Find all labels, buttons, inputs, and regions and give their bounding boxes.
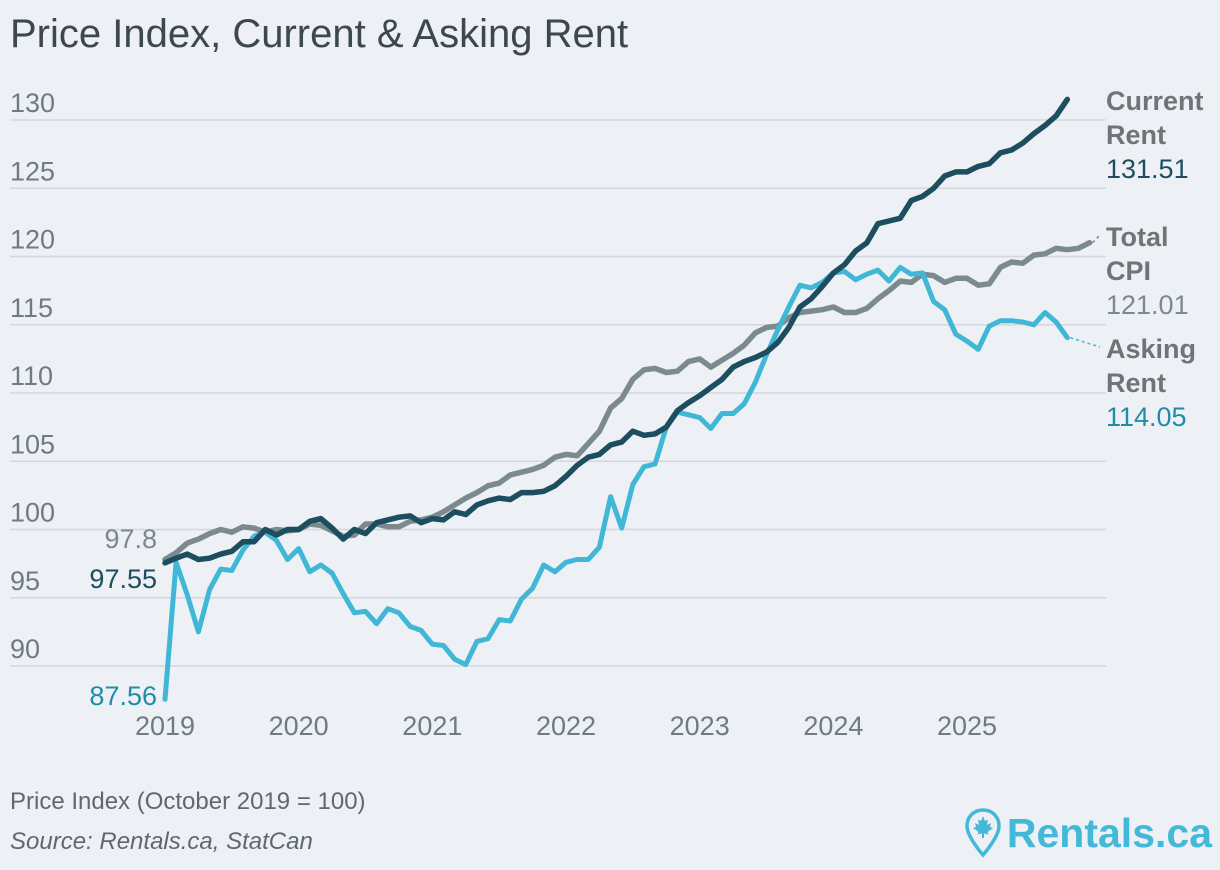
leader-line-total-cpi	[1092, 234, 1101, 244]
y-tick-label: 95	[10, 566, 40, 596]
y-tick-label: 100	[10, 498, 55, 528]
end-label-asking-rent-line1: Asking	[1106, 334, 1196, 364]
start-label-total-cpi: 97.8	[104, 524, 157, 554]
chart-title: Price Index, Current & Asking Rent	[10, 12, 629, 56]
end-label-current-rent-line2: Rent	[1106, 120, 1166, 150]
series-line-current-rent	[162, 96, 1071, 566]
index-footnote: Price Index (October 2019 = 100)	[10, 788, 366, 815]
gridlines	[10, 119, 1106, 667]
y-tick-label: 115	[10, 293, 53, 323]
end-value-asking-rent: 114.05	[1106, 402, 1187, 432]
start-label-current-rent: 97.55	[89, 564, 157, 594]
y-tick-label: 90	[10, 634, 40, 664]
y-tick-label: 130	[10, 88, 55, 118]
x-tick-label: 2019	[135, 711, 195, 741]
brand-name: Rentals.ca	[1006, 809, 1212, 856]
end-label-total-cpi-line1: Total	[1106, 222, 1169, 252]
start-label-asking-rent: 87.56	[89, 681, 157, 711]
y-tick-label: 110	[10, 361, 53, 391]
brand-logo: Rentals.ca	[965, 808, 1212, 858]
end-label-current-rent-line1: Current	[1106, 86, 1204, 116]
x-tick-label: 2022	[536, 711, 596, 741]
x-axis-ticks: 2019 2020 2021 2022 2023 2024 2025	[135, 711, 997, 741]
end-label-total-cpi-line2: CPI	[1106, 256, 1151, 286]
end-label-asking-rent-line2: Rent	[1106, 368, 1166, 398]
map-pin-maple-leaf-icon	[965, 808, 1001, 858]
end-value-current-rent: 131.51	[1106, 154, 1189, 184]
series-labels: 97.8 97.55 87.56 Current Rent 131.51 Tot…	[89, 86, 1203, 711]
source-note: Source: Rentals.ca, StatCan	[10, 828, 313, 855]
y-tick-label: 120	[10, 225, 55, 255]
y-tick-label: 125	[10, 156, 55, 186]
x-tick-label: 2025	[937, 711, 997, 741]
series-lines	[162, 96, 1101, 702]
y-tick-label: 105	[10, 429, 55, 459]
x-tick-label: 2024	[803, 711, 863, 741]
series-line-asking-rent	[162, 264, 1070, 702]
end-value-total-cpi: 121.01	[1106, 290, 1189, 320]
x-tick-label: 2020	[269, 711, 329, 741]
series-line-total-cpi	[162, 239, 1093, 563]
leader-line-asking-rent	[1070, 337, 1101, 348]
y-axis-ticks: 90 95 100 105 110 115 120 125 130	[10, 88, 55, 664]
x-tick-label: 2021	[402, 711, 462, 741]
x-tick-label: 2023	[670, 711, 730, 741]
